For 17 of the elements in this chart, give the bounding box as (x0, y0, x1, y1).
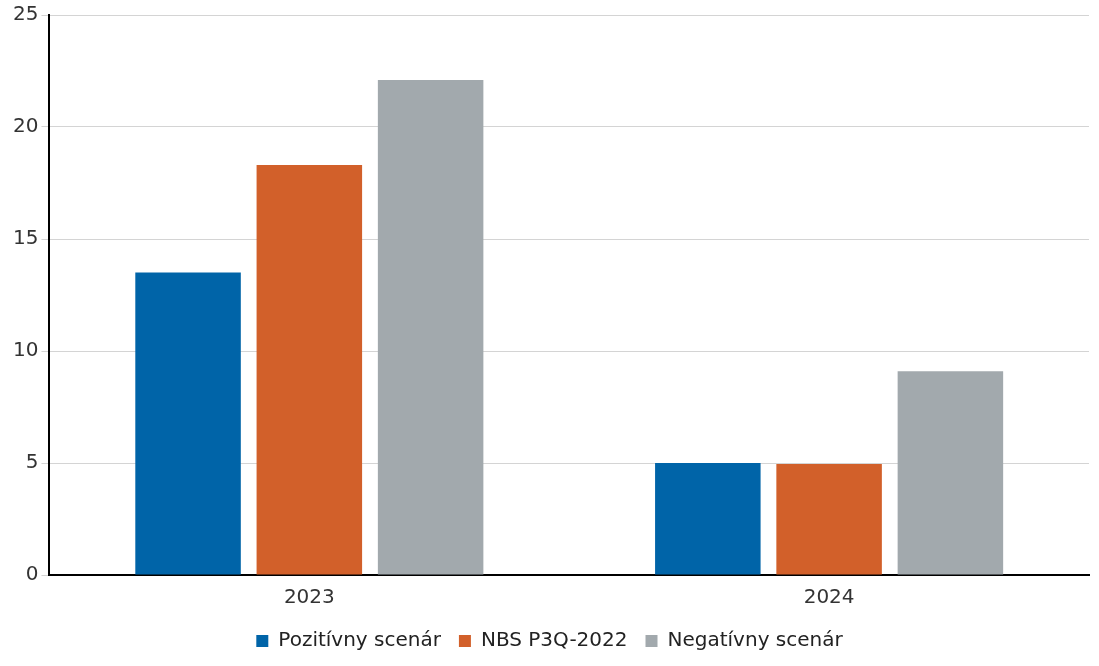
x-tick-label: 2023 (283, 584, 335, 609)
bar (256, 165, 363, 575)
y-tick-label: 0 (25, 561, 39, 586)
bar (377, 79, 484, 575)
y-tick-label: 20 (13, 113, 39, 138)
y-tick-label: 10 (13, 337, 39, 362)
y-tick-label: 25 (13, 1, 39, 26)
bar (776, 464, 882, 575)
bar (897, 371, 1004, 575)
bar (655, 463, 761, 575)
x-tick-label: 2024 (803, 584, 855, 609)
y-tick-label: 15 (13, 225, 39, 250)
legend-label: Pozitívny scenár (278, 627, 442, 652)
legend-label: NBS P3Q-2022 (480, 627, 628, 652)
y-tick-label: 5 (25, 449, 39, 474)
legend-label: Negatívny scenár (667, 627, 844, 652)
bar (135, 272, 241, 575)
